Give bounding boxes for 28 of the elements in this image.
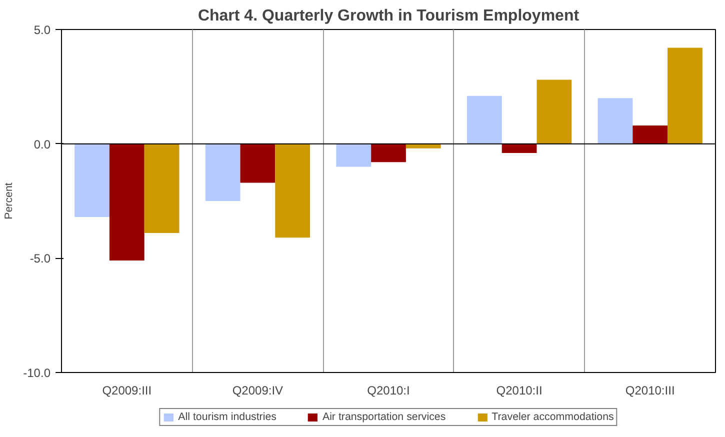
legend-label: Traveler accommodations bbox=[492, 411, 614, 423]
chart-title: Chart 4. Quarterly Growth in Tourism Employment bbox=[198, 8, 580, 24]
bar bbox=[371, 144, 406, 162]
bar bbox=[275, 144, 310, 238]
legend-label: All tourism industries bbox=[178, 411, 276, 423]
y-tick-label: 5.0 bbox=[34, 23, 51, 37]
x-tick-label: Q2010:I bbox=[367, 384, 410, 398]
y-tick-label: -10.0 bbox=[23, 366, 51, 380]
bar bbox=[240, 144, 276, 183]
y-tick-label: -5.0 bbox=[30, 252, 51, 266]
bar bbox=[336, 144, 372, 167]
x-tick-label: Q2010:II bbox=[496, 384, 542, 398]
bar bbox=[536, 80, 572, 144]
bar bbox=[74, 144, 110, 218]
bar bbox=[668, 48, 702, 144]
x-tick-label: Q2009:III bbox=[102, 384, 152, 398]
bar bbox=[205, 144, 240, 201]
bar bbox=[144, 144, 180, 234]
bar bbox=[502, 144, 537, 153]
x-tick-label: Q2010:III bbox=[625, 384, 675, 398]
y-axis-title: Percent bbox=[3, 182, 16, 220]
y-tick-label: 0.0 bbox=[34, 137, 51, 152]
bar bbox=[466, 96, 502, 144]
legend-label: Air transportation services bbox=[322, 411, 446, 423]
bar bbox=[632, 126, 668, 144]
bar bbox=[598, 98, 633, 144]
bar bbox=[109, 144, 144, 260]
x-tick-label: Q2009:IV bbox=[232, 384, 284, 398]
